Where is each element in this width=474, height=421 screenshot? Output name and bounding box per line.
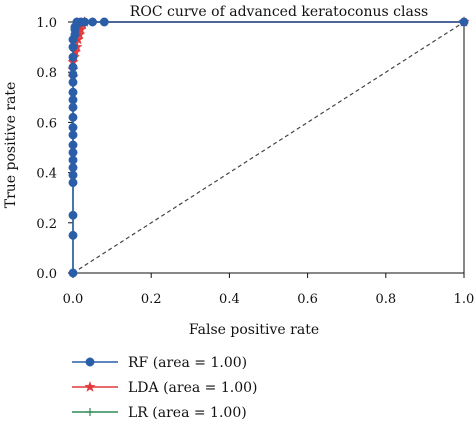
x-tick-label: 0.2 xyxy=(141,292,162,307)
lda-markers xyxy=(67,16,470,83)
rf-point xyxy=(88,17,98,27)
chance-diagonal-line xyxy=(72,21,465,274)
legend-marker-lr xyxy=(86,408,94,416)
x-tick-label: 0.8 xyxy=(375,292,396,307)
legend-label-lr: LR (area = 1.00) xyxy=(128,405,247,421)
rf-point xyxy=(68,122,78,132)
rf-point xyxy=(68,210,78,220)
x-tick-label: 1.0 xyxy=(454,292,474,307)
rf-point xyxy=(68,102,78,112)
y-tick-label: 0.4 xyxy=(36,167,57,182)
rf-point xyxy=(68,155,78,165)
y-axis-label: True positive rate xyxy=(3,82,19,209)
y-tick-label: 0.8 xyxy=(36,66,57,81)
legend-label-lda: LDA (area = 1.00) xyxy=(128,380,257,396)
rf-point xyxy=(68,42,78,52)
plot-area: 0.0 0.2 0.4 0.6 0.8 1.0 0.0 0.2 0.4 0.6 0.8 1.0 xyxy=(36,16,474,307)
rf-point xyxy=(68,112,78,122)
legend: RF (area = 1.00) LDA (area = 1.00) LR (are… xyxy=(72,355,257,421)
rf-point xyxy=(68,87,78,97)
rf-point xyxy=(80,17,90,27)
rf-point xyxy=(68,163,78,173)
legend-item-lda: LDA (area = 1.00) xyxy=(72,380,257,396)
rf-point xyxy=(459,17,469,27)
legend-item-rf: RF (area = 1.00) xyxy=(72,355,247,371)
rf-point xyxy=(68,268,78,278)
legend-item-lr: LR (area = 1.00) xyxy=(72,405,247,421)
x-axis-label: False positive rate xyxy=(189,322,319,338)
x-tick-label: 0.4 xyxy=(219,292,240,307)
rf-point xyxy=(68,170,78,180)
lda-curve xyxy=(72,21,464,78)
rf-point xyxy=(99,17,109,27)
y-tick-label: 0.0 xyxy=(36,267,57,282)
rf-point xyxy=(68,95,78,105)
rf-point xyxy=(68,140,78,150)
rf-point xyxy=(68,70,78,80)
rf-point xyxy=(68,148,78,157)
rf-point xyxy=(68,52,78,62)
legend-marker-rf xyxy=(85,357,95,367)
rf-point xyxy=(68,178,78,188)
rf-point xyxy=(68,130,78,140)
chart-title: ROC curve of advanced keratoconus class xyxy=(130,4,428,20)
y-tick-label: 0.6 xyxy=(36,116,57,131)
y-tick-label: 1.0 xyxy=(36,16,57,31)
rf-point xyxy=(68,230,78,240)
y-tick-label: 0.2 xyxy=(36,217,57,232)
legend-marker-lda xyxy=(84,381,96,392)
rf-point xyxy=(68,77,78,87)
rf-point xyxy=(68,62,78,72)
legend-label-rf: RF (area = 1.00) xyxy=(128,355,247,371)
x-tick-label: 0.6 xyxy=(297,292,318,307)
x-tick-label: 0.0 xyxy=(63,292,84,307)
rf-markers xyxy=(68,17,469,278)
